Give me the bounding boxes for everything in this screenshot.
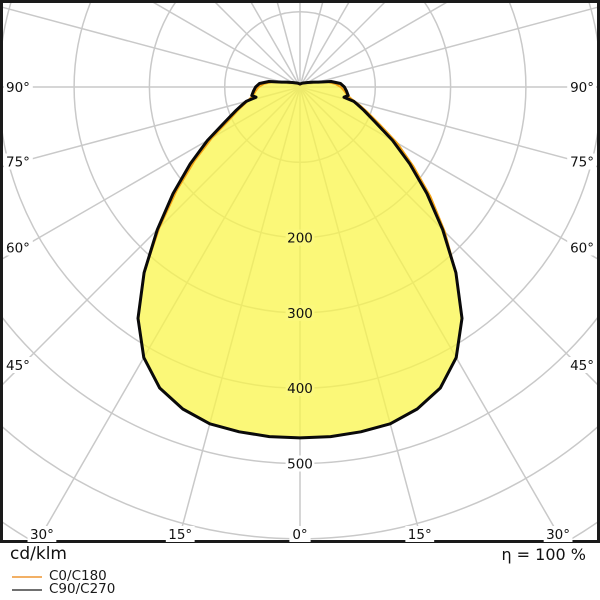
angle-label-bottom-right-30-bg [543,526,573,542]
unit-label: cd/klm [10,544,67,564]
angle-label-left-75-bg [4,153,33,170]
angle-label-left-90-bg [4,79,33,95]
grid-radial-75 [299,86,600,169]
grid-radial-285 [0,86,301,169]
radial-label-300-bg [285,304,315,321]
angle-label-bottom-right-0-bg [289,526,311,542]
legend-item-c90-c270: C90/C270 [12,581,116,597]
angle-label-bottom-right-15: 15° [408,527,432,543]
angle-label-right-60-bg [567,239,596,256]
grid-radial-120 [299,0,453,88]
polar-diagram: 200 300 400 500 0° 15° 15° 30° 30° 45° 45° 60° 60° 75… [0,0,600,543]
angle-label-left-45-bg [4,357,33,373]
angle-label-bottom-right-15-bg [405,526,435,542]
grid-radial-255 [0,5,301,88]
legend-label-c90-c270: C90/C270 [49,581,116,597]
angle-label-bottom-right-30: 30° [546,527,570,543]
angle-label-right-90: 90° [570,80,594,96]
legend-label-c0-c180: C0/C180 [49,568,107,584]
angle-label-right-75: 75° [570,154,594,170]
grid-radial-105 [299,5,600,88]
footer: cd/klm η = 100 % C0/C180 C90/C270 [0,543,600,600]
angle-label-bottom-left-30: 30° [30,527,54,543]
grid-radial-240 [147,0,301,88]
radial-label-400-bg [285,380,315,397]
angle-label-bottom-left-15: 15° [168,527,192,543]
photometric-polar-chart: 200 300 400 500 0° 15° 15° 30° 30° 45° 45° 60° 60° 75… [0,0,600,543]
legend: C0/C180 C90/C270 [12,568,116,597]
angle-label-right-45: 45° [570,358,594,374]
legend-item-c0-c180: C0/C180 [12,568,115,584]
radial-label-500: 500 [287,457,313,473]
angle-label-left-60: 60° [6,241,30,257]
grid-radial-300 [0,86,301,262]
legend-line-c0-c180 [12,575,42,578]
radial-label-200-bg [285,229,315,246]
legend-line-c90-c270 [12,588,42,591]
angle-label-left-90: 90° [6,80,30,96]
curve-C90/C270 [136,80,464,440]
radial-label-200: 200 [287,231,313,247]
angle-label-right-90-bg [567,79,596,95]
angle-label-right-75-bg [567,153,596,170]
angle-label-bottom-left-15-bg [165,526,195,542]
angle-label-left-45: 45° [6,358,30,374]
radial-label-500-bg [285,455,315,472]
angle-label-left-60-bg [4,239,33,256]
radial-label-300: 300 [287,306,313,322]
grid-radial-165 [299,0,325,88]
grid-radial-195 [275,0,301,88]
angle-label-right-60: 60° [570,241,594,257]
grid-radial-60 [299,86,600,262]
angle-label-bottom-left-30-bg [27,526,57,542]
efficiency-label: η = 100 % [501,545,586,564]
angle-label-bottom-right-0: 0° [292,527,307,543]
angle-label-right-45-bg [567,357,596,373]
distribution-fill-C90/C270 [138,81,462,438]
radial-label-400: 400 [287,381,313,397]
angle-label-left-75: 75° [6,154,30,170]
